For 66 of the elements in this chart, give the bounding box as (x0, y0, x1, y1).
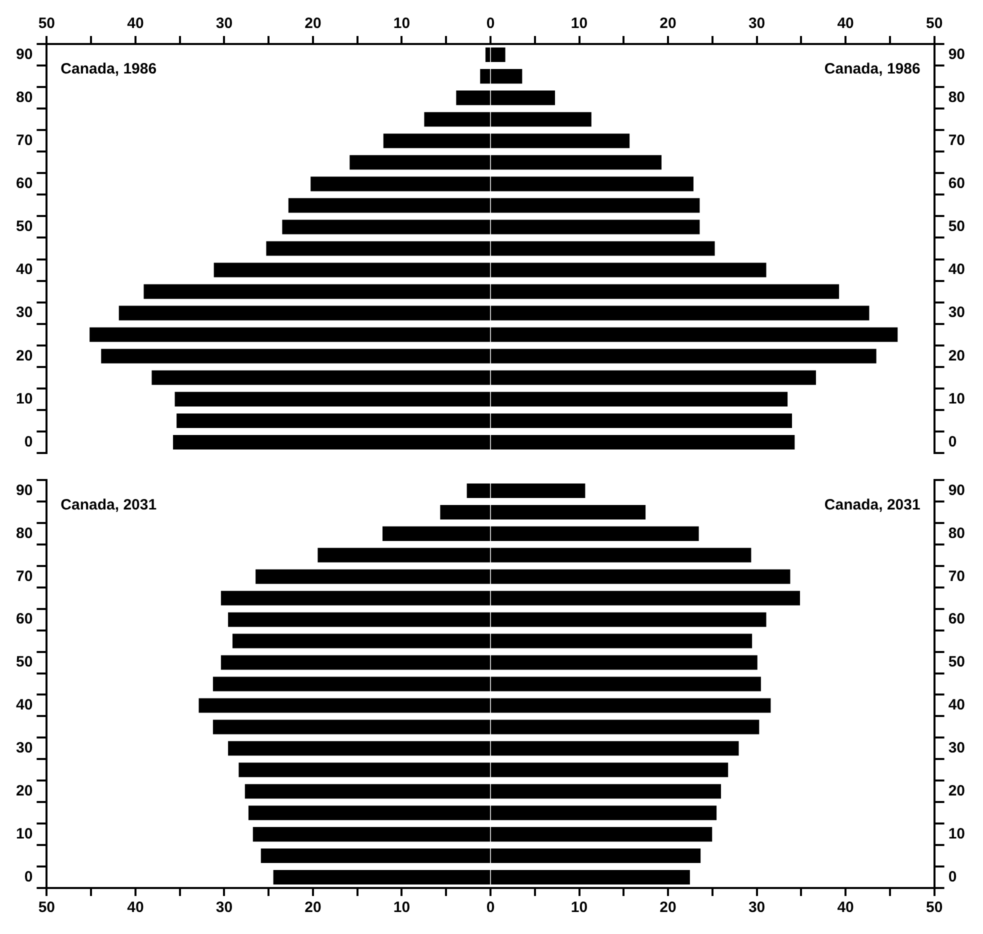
category-label: 90 (948, 482, 966, 499)
x-tick-label: 40 (127, 15, 144, 32)
category-label: 20 (948, 347, 966, 364)
x-tick-label: 30 (216, 899, 233, 916)
x-tick-label: 30 (216, 15, 233, 32)
x-tick-label: 20 (304, 15, 322, 32)
category-label: 70 (948, 568, 966, 585)
y-tick-label: 0 (24, 868, 33, 886)
category-label: 10 (948, 390, 966, 408)
x-tick-label: 20 (660, 899, 676, 916)
annotation: Canada, 1986 (824, 60, 920, 78)
y-tick-label: 90 (16, 46, 33, 63)
x-tick-label: 50 (926, 899, 943, 916)
category-label: 0 (948, 868, 957, 886)
category-label: 20 (948, 782, 966, 800)
category-label: 60 (948, 175, 966, 192)
y-tick-label: 90 (16, 482, 33, 499)
x-tick-label: 40 (837, 15, 854, 32)
y-tick-label: 10 (16, 825, 33, 842)
x-tick-label: 50 (38, 899, 56, 916)
y-tick-label: 50 (16, 218, 33, 236)
x-tick-label: 20 (304, 899, 322, 916)
y-tick-label: 60 (16, 175, 33, 192)
category-label: 60 (948, 610, 966, 628)
x-tick-label: 50 (38, 15, 56, 32)
y-tick-label: 20 (16, 347, 33, 364)
x-tick-label: 10 (570, 15, 588, 32)
x-tick-label: 50 (926, 15, 943, 32)
annotation: Canada, 2031 (60, 496, 157, 514)
y-tick-label: 60 (16, 610, 33, 628)
category-label: 80 (948, 524, 966, 542)
y-tick-label: 50 (16, 654, 33, 671)
y-tick-label: 30 (16, 304, 33, 322)
y-tick-label: 40 (16, 261, 33, 278)
category-label: 90 (948, 46, 966, 63)
category-label: 30 (948, 740, 966, 757)
annotation: Canada, 2031 (824, 496, 920, 514)
x-tick-label: 0 (486, 899, 495, 916)
x-tick-label: 40 (127, 899, 144, 916)
y-tick-label: 80 (16, 88, 33, 106)
x-tick-label: 10 (393, 15, 410, 32)
x-tick-label: 30 (748, 899, 766, 916)
y-tick-label: 70 (16, 132, 33, 150)
category-label: 40 (948, 261, 966, 278)
x-tick-label: 10 (570, 899, 588, 916)
category-label: 80 (948, 88, 966, 106)
y-tick-label: 40 (16, 696, 33, 714)
category-label: 30 (948, 304, 966, 322)
x-tick-label: 30 (748, 15, 766, 32)
category-label: 10 (948, 825, 966, 842)
annotation: Canada, 1986 (60, 60, 157, 78)
category-label: 0 (948, 433, 957, 450)
category-label: 70 (948, 132, 966, 150)
y-tick-label: 20 (16, 782, 33, 800)
y-tick-label: 80 (16, 524, 33, 542)
category-label: 50 (948, 654, 966, 671)
x-tick-label: 0 (486, 15, 495, 32)
y-tick-label: 30 (16, 740, 33, 757)
x-tick-label: 40 (837, 899, 854, 916)
category-label: 50 (948, 218, 966, 236)
y-tick-label: 0 (24, 433, 33, 450)
y-tick-label: 70 (16, 568, 33, 585)
x-tick-label: 10 (393, 899, 410, 916)
category-label: 40 (948, 696, 966, 714)
y-tick-label: 10 (16, 390, 33, 408)
x-tick-label: 20 (660, 15, 676, 32)
